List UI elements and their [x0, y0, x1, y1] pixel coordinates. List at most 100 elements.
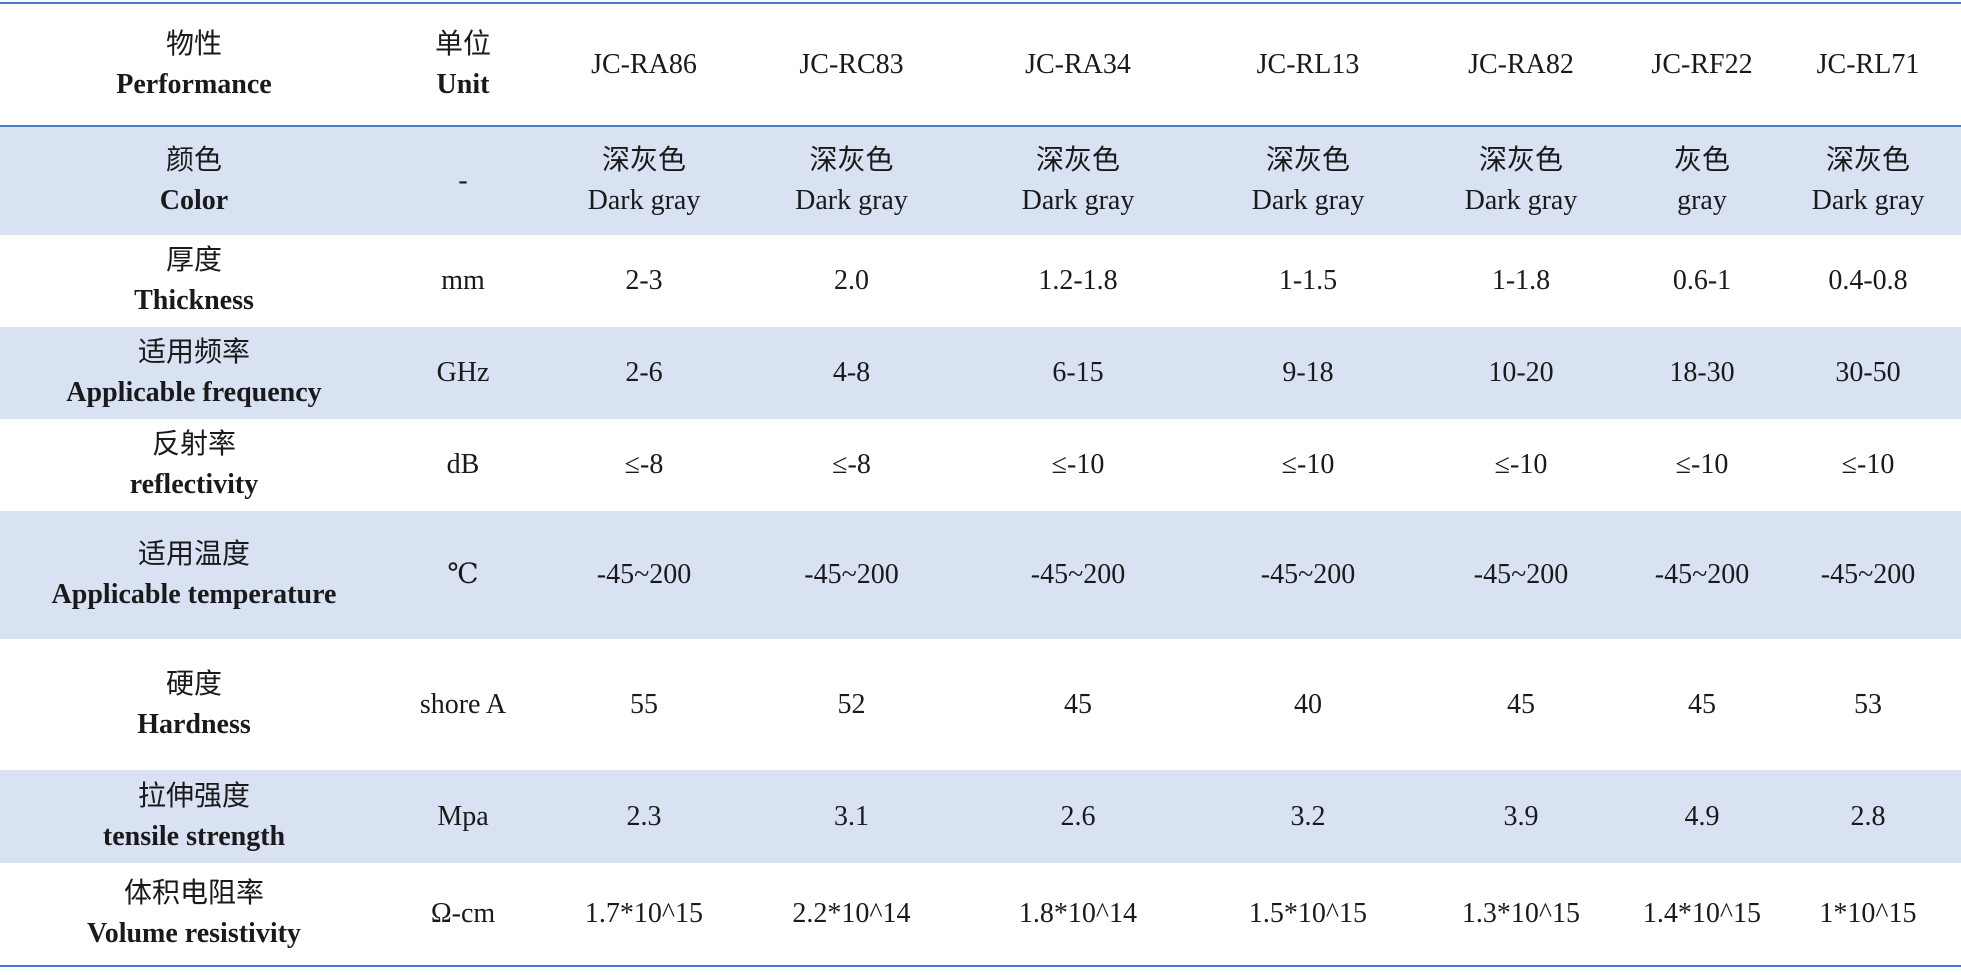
- value-cell: 深灰色 Dark gray: [1413, 126, 1629, 235]
- table-row-thickness: 厚度 Thickness mm 2-3 2.0 1.2-1.8 1-1.5 1-…: [0, 235, 1961, 327]
- property-cell: 体积电阻率 Volume resistivity: [0, 863, 388, 966]
- value-cell: 2-3: [625, 265, 663, 296]
- value-cell: 9-18: [1282, 357, 1334, 388]
- property-cell: 适用频率 Applicable frequency: [0, 327, 388, 419]
- property-cn: 适用温度: [137, 539, 250, 570]
- unit-cell: shore A: [419, 688, 507, 720]
- property-en: Applicable temperature: [51, 579, 337, 610]
- value-cell: 深灰色 Dark gray: [1203, 126, 1413, 235]
- value-cn: 深灰色: [1478, 145, 1563, 176]
- value-en: Dark gray: [795, 185, 908, 216]
- value-cell: 2.3: [626, 800, 662, 832]
- header-unit-cn: 单位: [434, 28, 491, 60]
- value-cell: 18-30: [1669, 357, 1735, 388]
- unit-cell: -: [458, 165, 468, 196]
- value-en: gray: [1677, 185, 1727, 216]
- value-cn: 深灰色: [809, 145, 894, 176]
- value-cell: -45~200: [596, 559, 692, 590]
- value-en: Dark gray: [1021, 185, 1135, 216]
- table-row-tensile-strength: 拉伸强度 tensile strength Mpa 2.3 3.1 2.6 3.…: [0, 770, 1961, 863]
- value-en: Dark gray: [1464, 185, 1578, 216]
- header-model: JC-RL71: [1816, 48, 1920, 80]
- value-cell: 0.6-1: [1672, 265, 1732, 296]
- property-cn: 适用频率: [137, 337, 250, 368]
- table-row-temperature: 适用温度 Applicable temperature ℃ -45~200 -4…: [0, 511, 1961, 639]
- property-cn: 硬度: [165, 668, 222, 700]
- value-cell: ≤-8: [832, 449, 871, 480]
- property-cn: 反射率: [151, 429, 236, 460]
- property-cn: 颜色: [165, 145, 222, 176]
- header-row: 物性 Performance 单位 Unit JC-RA86 JC-RC83 J…: [0, 3, 1961, 126]
- value-cell: 2.6: [1060, 800, 1096, 832]
- value-cell: 55: [630, 688, 658, 720]
- value-cell: -45~200: [1473, 559, 1569, 590]
- value-cn: 深灰色: [1035, 145, 1120, 176]
- property-en: tensile strength: [102, 820, 286, 852]
- property-en: Thickness: [134, 285, 254, 316]
- value-cell: ≤-10: [1051, 449, 1105, 480]
- value-cell: 30-50: [1835, 357, 1901, 388]
- value-cell: 1*10^15: [1819, 898, 1917, 929]
- value-cell: 10-20: [1488, 357, 1554, 388]
- value-cell: ≤-10: [1494, 449, 1548, 480]
- value-cell: 53: [1854, 688, 1882, 720]
- property-cell: 反射率 reflectivity: [0, 419, 388, 511]
- property-cn: 拉伸强度: [137, 780, 250, 812]
- value-cn: 深灰色: [601, 145, 686, 176]
- property-cell: 适用温度 Applicable temperature: [0, 511, 388, 639]
- value-en: Dark gray: [587, 185, 701, 216]
- header-model: JC-RA86: [591, 48, 697, 80]
- unit-cell: Mpa: [437, 800, 489, 832]
- header-model: JC-RL13: [1256, 48, 1360, 80]
- table-row-reflectivity: 反射率 reflectivity dB ≤-8 ≤-8 ≤-10 ≤-10 ≤-…: [0, 419, 1961, 511]
- property-cell: 厚度 Thickness: [0, 235, 388, 327]
- value-cell: 4.9: [1684, 800, 1720, 832]
- table-row-color: 颜色 Color - 深灰色 Dark gray 深灰色 Dark gray 深灰色…: [0, 126, 1961, 235]
- value-cell: 1.5*10^15: [1248, 898, 1368, 929]
- header-property: 物性 Performance: [0, 3, 388, 126]
- property-cell: 硬度 Hardness: [0, 639, 388, 770]
- unit-cell: ℃: [447, 559, 479, 590]
- value-cell: -45~200: [1260, 559, 1356, 590]
- unit-cell: mm: [441, 265, 485, 296]
- table-row-volume-resistivity: 体积电阻率 Volume resistivity Ω-cm 1.7*10^15 …: [0, 863, 1961, 966]
- property-cell: 拉伸强度 tensile strength: [0, 770, 388, 863]
- value-cn: 灰色: [1673, 145, 1730, 176]
- property-en: Applicable frequency: [66, 377, 322, 408]
- value-cell: -45~200: [1030, 559, 1126, 590]
- header-unit: 单位 Unit: [388, 3, 538, 126]
- unit-cell: GHz: [436, 357, 490, 388]
- value-cn: 深灰色: [1265, 145, 1350, 176]
- value-cell: ≤-8: [624, 449, 664, 480]
- value-cell: 1-1.5: [1278, 265, 1338, 296]
- header-model: JC-RA82: [1468, 48, 1574, 80]
- value-en: Dark gray: [1811, 185, 1925, 216]
- value-cn: 深灰色: [1825, 145, 1910, 176]
- value-cell: 1.3*10^15: [1461, 898, 1581, 929]
- value-cell: 40: [1294, 688, 1322, 720]
- value-cell: 52: [837, 688, 866, 720]
- property-en: Volume resistivity: [87, 918, 301, 949]
- value-cell: 深灰色 Dark gray: [750, 126, 953, 235]
- value-cell: 1.8*10^14: [1018, 898, 1138, 929]
- property-en: Hardness: [137, 708, 251, 740]
- header-model: JC-RA34: [1025, 48, 1131, 80]
- property-cn: 厚度: [165, 245, 222, 276]
- header-unit-en: Unit: [436, 68, 490, 100]
- value-cell: -45~200: [1654, 559, 1750, 590]
- value-cell: 2.2*10^14: [792, 898, 911, 929]
- value-cell: ≤-10: [1675, 449, 1729, 480]
- value-cell: 2.0: [834, 265, 869, 296]
- property-en: reflectivity: [129, 469, 259, 500]
- table-row-hardness: 硬度 Hardness shore A 55 52 45 40 45 45 53: [0, 639, 1961, 770]
- property-cell: 颜色 Color: [0, 126, 388, 235]
- value-cell: 深灰色 Dark gray: [538, 126, 750, 235]
- value-cell: 灰色 gray: [1629, 126, 1775, 235]
- value-cell: 45: [1507, 688, 1535, 720]
- value-cell: 1-1.8: [1491, 265, 1551, 296]
- value-cell: 3.9: [1503, 800, 1539, 832]
- header-model: JC-RF22: [1651, 48, 1753, 80]
- property-en: Color: [159, 185, 229, 216]
- property-cn: 体积电阻率: [123, 878, 264, 909]
